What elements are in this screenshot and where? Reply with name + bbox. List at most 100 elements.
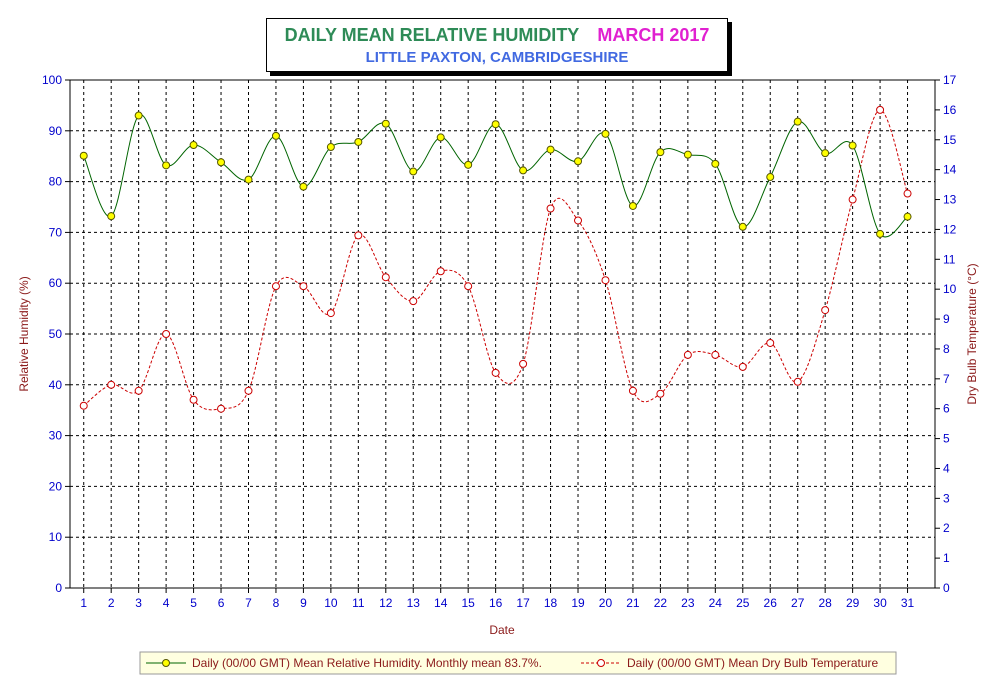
temperature-point [519, 359, 528, 368]
humidity-point [628, 201, 637, 210]
x-tick-label: 8 [273, 596, 280, 610]
temperature-point [574, 216, 583, 225]
temperature-point [189, 395, 198, 404]
humidity-point [546, 145, 555, 154]
x-tick-label: 19 [571, 596, 585, 610]
temperature-point [134, 386, 143, 395]
humidity-point [107, 212, 116, 221]
temperature-point [766, 338, 775, 347]
y-right-tick-label: 12 [943, 222, 957, 236]
y-right-tick-label: 9 [943, 312, 950, 326]
x-tick-label: 21 [626, 596, 640, 610]
x-tick-label: 26 [764, 596, 778, 610]
y-right-tick-label: 5 [943, 432, 950, 446]
humidity-point [848, 141, 857, 150]
humidity-point [189, 141, 198, 150]
temperature-point [217, 404, 226, 413]
x-tick-label: 16 [489, 596, 503, 610]
temperature-point [656, 389, 665, 398]
x-tick-label: 12 [379, 596, 393, 610]
x-tick-label: 5 [190, 596, 197, 610]
humidity-point [354, 137, 363, 146]
y-right-tick-label: 3 [943, 491, 950, 505]
y-right-tick-label: 4 [943, 461, 950, 475]
temperature-point [848, 195, 857, 204]
x-tick-label: 14 [434, 596, 448, 610]
humidity-point [217, 158, 226, 167]
y-right-tick-label: 7 [943, 372, 950, 386]
x-tick-label: 1 [80, 596, 87, 610]
humidity-point [464, 160, 473, 169]
chart-subtitle: LITTLE PAXTON, CAMBRIDGESHIRE [365, 49, 629, 66]
humidity-point [793, 117, 802, 126]
tick-labels: 0102030405060708090100012345678910111213… [42, 73, 957, 610]
axes [65, 79, 940, 593]
legend-humidity-marker [162, 659, 170, 667]
title-month: MARCH 2017 [597, 25, 710, 45]
x-tick-label: 10 [324, 596, 338, 610]
x-tick-label: 2 [108, 596, 115, 610]
y-left-tick-label: 40 [49, 378, 63, 392]
x-tick-label: 28 [818, 596, 832, 610]
y-left-tick-label: 100 [42, 73, 62, 87]
chart-title-box: DAILY MEAN RELATIVE HUMIDITY MARCH 2017 L… [266, 18, 728, 72]
y-right-tick-label: 2 [943, 521, 950, 535]
y-right-tick-label: 15 [943, 133, 957, 147]
x-tick-label: 29 [846, 596, 860, 610]
humidity-point [738, 222, 747, 231]
x-tick-label: 9 [300, 596, 307, 610]
humidity-point [656, 148, 665, 157]
y-left-tick-label: 80 [49, 175, 63, 189]
temperature-point [409, 297, 418, 306]
x-axis-label: Date [489, 623, 515, 637]
title-main: DAILY MEAN RELATIVE HUMIDITY [284, 25, 580, 45]
y-axis-right-label: Dry Bulb Temperature (°C) [965, 263, 979, 404]
temperature-point [876, 105, 885, 114]
y-left-tick-label: 60 [49, 276, 63, 290]
series-layer [79, 105, 912, 413]
temperature-line [83, 109, 908, 411]
x-tick-label: 4 [163, 596, 170, 610]
humidity-point [711, 159, 720, 168]
humidity-point [683, 150, 692, 159]
plot-frame [69, 79, 936, 589]
temperature-point [107, 380, 116, 389]
temperature-point [793, 377, 802, 386]
humidity-point [244, 175, 253, 184]
y-left-tick-label: 30 [49, 429, 63, 443]
y-left-tick-label: 90 [49, 124, 63, 138]
y-right-tick-label: 10 [943, 282, 957, 296]
x-tick-label: 22 [654, 596, 668, 610]
x-tick-label: 30 [873, 596, 887, 610]
x-tick-label: 6 [218, 596, 225, 610]
humidity-point [381, 119, 390, 128]
humidity-point [766, 173, 775, 182]
humidity-point [601, 129, 610, 138]
x-tick-label: 13 [407, 596, 421, 610]
y-left-tick-label: 20 [49, 479, 63, 493]
temperature-point [546, 204, 555, 213]
x-tick-label: 17 [516, 596, 530, 610]
x-tick-label: 27 [791, 596, 805, 610]
temperature-point [628, 386, 637, 395]
y-right-tick-label: 13 [943, 193, 957, 207]
humidity-point [134, 111, 143, 120]
humidity-point [299, 182, 308, 191]
humidity-point [519, 166, 528, 175]
x-tick-label: 15 [461, 596, 475, 610]
humidity-point [491, 120, 500, 129]
y-right-tick-label: 16 [943, 103, 957, 117]
x-tick-label: 25 [736, 596, 750, 610]
legend: Daily (00/00 GMT) Mean Relative Humidity… [139, 651, 897, 675]
humidity-point [574, 157, 583, 166]
temperature-point [903, 189, 912, 198]
humidity-point [436, 133, 445, 142]
humidity-point [903, 212, 912, 221]
grid [70, 80, 935, 588]
y-right-tick-label: 11 [943, 252, 956, 266]
humidity-point [79, 151, 88, 160]
temperature-point [464, 282, 473, 291]
legend-temperature-marker [597, 659, 605, 667]
humidity-point [821, 149, 830, 158]
